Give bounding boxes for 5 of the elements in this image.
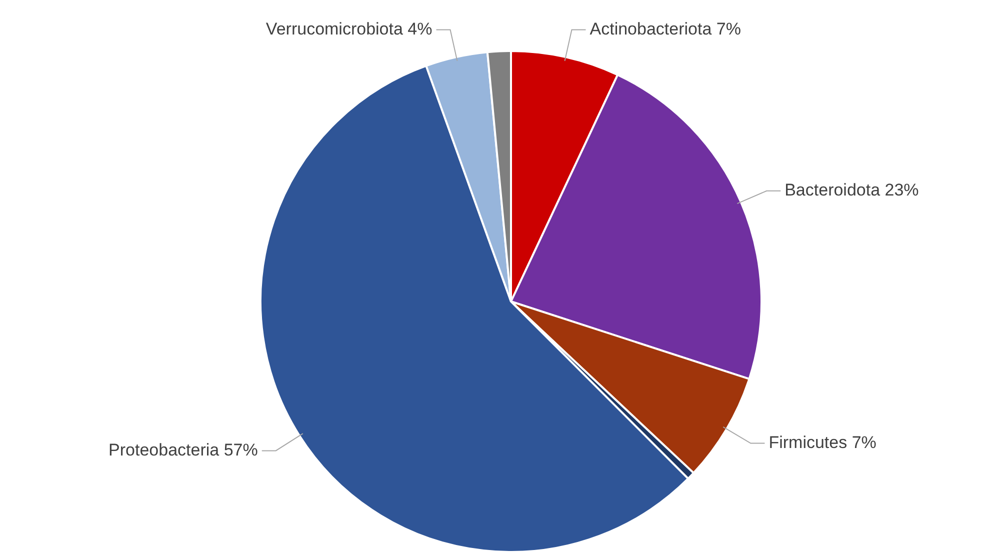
slice-label: Firmicutes 7% [768, 432, 876, 452]
slice-label: Bacteroidota 23% [784, 180, 919, 200]
slice-label: Proteobacteria 57% [108, 440, 258, 460]
slice-label: Actinobacteriota 7% [590, 19, 741, 38]
slice-label: Verrucomicrobiota 4% [266, 19, 432, 38]
